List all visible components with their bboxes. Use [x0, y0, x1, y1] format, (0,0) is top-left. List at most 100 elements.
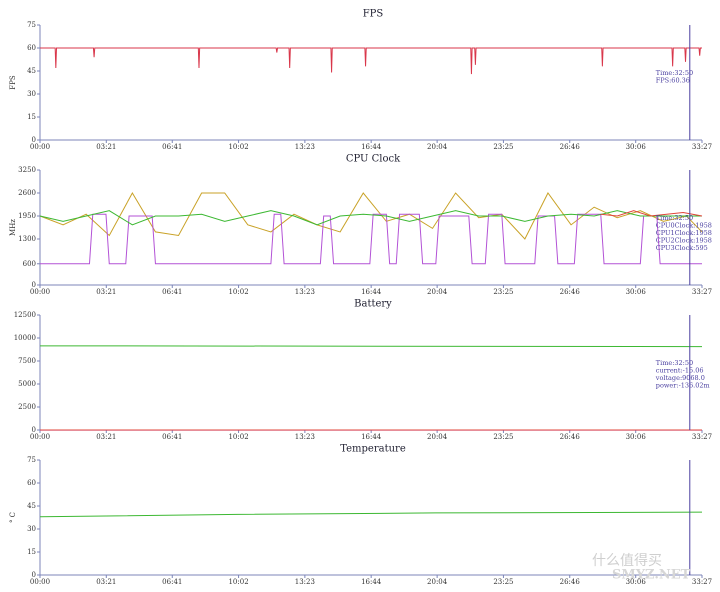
panel: Battery 0 2500 5000 7500 10000 12500 00:00 03:21…	[14, 299, 712, 442]
cursor-readout: Time:32:50	[656, 69, 693, 77]
x-tick-label: 20:04	[427, 143, 448, 151]
series-line	[39, 191, 703, 240]
cursor-readout: CPU2Clock:1958	[656, 237, 712, 245]
y-tick-label: 75	[27, 456, 36, 464]
panel: FPS FPS 0 15 30 45 60 75 00:00 03:21 06:41 10:02 13:…	[9, 9, 712, 152]
x-tick-label: 23:25	[493, 143, 513, 151]
x-tick-label: 20:04	[427, 578, 448, 586]
series-line	[39, 345, 703, 348]
x-tick-label: 30:06	[626, 578, 647, 586]
chart-title: FPS	[363, 9, 384, 20]
x-tick-label: 06:41	[162, 433, 182, 441]
x-tick-label: 30:06	[626, 433, 647, 441]
cursor-readout: power:-136.02m	[656, 382, 710, 390]
y-tick-label: 5000	[18, 380, 36, 388]
y-tick-label: 2500	[18, 403, 36, 411]
y-tick-label: 600	[23, 260, 36, 268]
x-tick-label: 00:00	[30, 433, 50, 441]
x-tick-label: 16:44	[361, 433, 382, 441]
cursor-readout: Time:32:50	[656, 214, 693, 222]
chart-title: Battery	[354, 299, 392, 310]
y-tick-label: 12500	[14, 311, 36, 319]
cursor-readout: voltage:9068.0	[655, 374, 705, 382]
chart-title: Temperature	[340, 444, 406, 455]
watermark: SMYZ.NET	[612, 568, 691, 583]
x-tick-label: 03:21	[96, 288, 116, 296]
x-tick-label: 30:06	[626, 288, 647, 296]
panel: CPU Clock MHz 0 600 1300 1950 2600 3250 00:00 03:…	[9, 154, 712, 297]
y-tick-label: 45	[27, 67, 36, 75]
series-line	[40, 213, 702, 265]
x-tick-label: 10:02	[228, 433, 248, 441]
cursor-readout: FPS:60.36	[656, 77, 690, 85]
x-tick-label: 23:25	[493, 578, 513, 586]
x-tick-label: 23:25	[493, 433, 513, 441]
x-tick-label: 13:23	[295, 578, 315, 586]
cursor-readout: current:-15.06	[656, 367, 704, 375]
x-tick-label: 26:46	[560, 433, 581, 441]
y-tick-label: 1950	[18, 212, 36, 220]
y-tick-label: 75	[27, 21, 36, 29]
x-tick-label: 16:44	[361, 143, 382, 151]
x-tick-label: 03:21	[96, 578, 116, 586]
x-tick-label: 20:04	[427, 288, 448, 296]
x-tick-label: 10:02	[228, 578, 248, 586]
cursor-readout: CPU3Clock:595	[656, 244, 708, 252]
y-tick-label: 60	[27, 479, 36, 487]
series-line	[40, 47, 702, 75]
y-tick-label: 0	[32, 571, 36, 579]
x-tick-label: 33:27	[692, 433, 712, 441]
x-tick-label: 06:41	[162, 578, 182, 586]
y-tick-label: 15	[27, 548, 36, 556]
y-tick-label: 1300	[18, 235, 36, 243]
series-line	[39, 210, 702, 226]
y-axis-label: FPS	[9, 75, 17, 90]
y-tick-label: 60	[27, 44, 36, 52]
y-tick-label: 10000	[14, 334, 36, 342]
x-tick-label: 00:00	[30, 578, 50, 586]
y-tick-label: 2600	[18, 189, 36, 197]
x-tick-label: 26:46	[560, 288, 581, 296]
x-tick-label: 00:00	[30, 288, 50, 296]
x-tick-label: 23:25	[493, 288, 513, 296]
y-tick-label: 3250	[18, 166, 36, 174]
y-tick-label: 0	[32, 136, 36, 144]
y-tick-label: 0	[32, 426, 36, 434]
x-tick-label: 16:44	[361, 288, 382, 296]
y-tick-label: 30	[27, 90, 36, 98]
x-tick-label: 33:27	[692, 578, 712, 586]
x-tick-label: 10:02	[228, 288, 248, 296]
x-tick-label: 03:21	[96, 433, 116, 441]
x-tick-label: 26:46	[560, 143, 581, 151]
x-tick-label: 13:23	[295, 433, 315, 441]
panel: Temperature ° C 0 15 30 45 60 75 00:00 03:21 06:41…	[9, 444, 712, 587]
x-tick-label: 13:23	[295, 143, 315, 151]
chart-title: CPU Clock	[346, 154, 401, 165]
y-axis-label: ° C	[9, 512, 17, 523]
x-tick-label: 33:27	[692, 143, 712, 151]
cursor-readout: CPU0Clock:1958	[656, 222, 712, 230]
x-tick-label: 03:21	[96, 143, 116, 151]
x-tick-label: 10:02	[228, 143, 248, 151]
x-tick-label: 33:27	[692, 288, 712, 296]
x-tick-label: 00:00	[30, 143, 50, 151]
y-tick-label: 30	[27, 525, 36, 533]
y-tick-label: 7500	[18, 357, 36, 365]
cursor-readout: CPU1Clock:1958	[656, 229, 712, 237]
x-tick-label: 13:23	[295, 288, 315, 296]
x-tick-label: 06:41	[162, 288, 182, 296]
cursor-readout: Time:32:50	[656, 359, 693, 367]
series-line	[600, 210, 703, 217]
watermark: 什么值得买	[592, 552, 662, 569]
y-tick-label: 15	[27, 113, 36, 121]
x-tick-label: 20:04	[427, 433, 448, 441]
x-tick-label: 26:46	[560, 578, 581, 586]
y-tick-label: 0	[32, 281, 36, 289]
x-tick-label: 16:44	[361, 578, 382, 586]
x-tick-label: 30:06	[626, 143, 647, 151]
y-axis-label: MHz	[9, 219, 17, 236]
x-tick-label: 06:41	[162, 143, 182, 151]
series-line	[39, 511, 703, 518]
y-tick-label: 45	[27, 502, 36, 510]
